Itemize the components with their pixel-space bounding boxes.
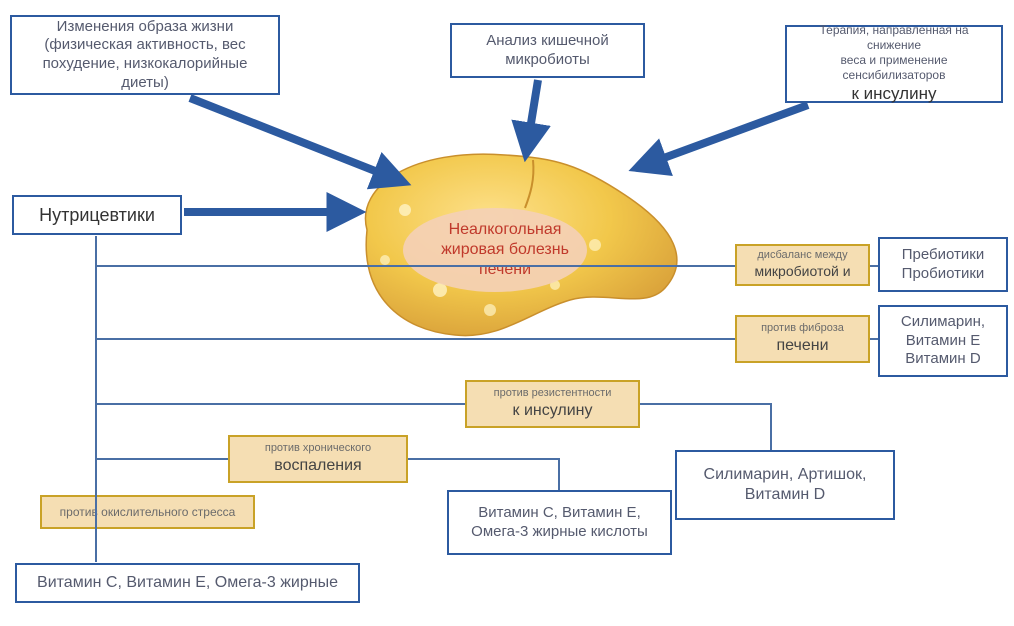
- box-silymarin-artichoke: Силимарин, Артишок, Витамин D: [675, 450, 895, 520]
- text: Витамин C, Витамин E,: [478, 504, 640, 523]
- box-silymarin-ed: Силимарин, Витамин E Витамин D: [878, 305, 1008, 377]
- conn-fib: [870, 338, 878, 340]
- tree-b4b-h: [408, 458, 558, 460]
- small: против окислительного стресса: [60, 505, 236, 520]
- small: против хронического: [265, 442, 371, 456]
- small: против резистентности: [494, 387, 612, 401]
- tree-b4b-v: [558, 458, 560, 490]
- tree-b3: [95, 403, 465, 405]
- tree-b2: [95, 338, 735, 340]
- tree-b3b-v: [770, 403, 772, 450]
- text: Нутрицевтики: [39, 204, 155, 227]
- box-vitc-omega: Витамин C, Витамин E, Омега-3 жирные кис…: [447, 490, 672, 555]
- text: Терапия, направленная на снижение: [795, 23, 993, 53]
- ybox-dysbalance: дисбаланс между микробиотой и: [735, 244, 870, 286]
- box-prebiotics: Пребиотики Пробиотики: [878, 237, 1008, 292]
- liver-illustration: Неалкогольная жировая болезнь печени: [345, 140, 695, 350]
- liver-label-l2: жировая болезнь: [441, 241, 569, 258]
- big: микробиотой и: [754, 263, 850, 281]
- box-vitc-bottom: Витамин C, Витамин E, Омега-3 жирные: [15, 563, 360, 603]
- ybox-inflammation: против хронического воспаления: [228, 435, 408, 483]
- text: Витамин E: [906, 332, 981, 351]
- big: к инсулину: [513, 401, 593, 421]
- box-therapy: Терапия, направленная на снижение веса и…: [785, 25, 1003, 103]
- conn-dys: [870, 265, 878, 267]
- liver-label-l3: печени: [479, 261, 531, 278]
- box-nutraceuticals: Нутрицевтики: [12, 195, 182, 235]
- text: Витамин D: [745, 485, 825, 505]
- text: микробиоты: [505, 51, 590, 70]
- text: Силимарин,: [901, 313, 985, 332]
- big: печени: [776, 336, 828, 356]
- tree-b3b-h: [640, 403, 770, 405]
- text: веса и применение сенсибилизаторов: [795, 53, 993, 83]
- text: Пребиотики: [902, 246, 984, 265]
- text: Анализ кишечной: [486, 32, 608, 51]
- text: Омега-3 жирные кислоты: [471, 523, 648, 542]
- text: Пробиотики: [902, 265, 985, 284]
- text: Изменения образа жизни: [57, 18, 234, 37]
- tree-b4: [95, 458, 228, 460]
- box-lifestyle: Изменения образа жизни (физическая актив…: [10, 15, 280, 95]
- tree-b1: [95, 265, 735, 267]
- small: против фиброза: [761, 322, 844, 336]
- text: Витамин C, Витамин E, Омега-3 жирные: [37, 573, 338, 593]
- text: (физическая активность, вес: [44, 36, 245, 55]
- liver-label: Неалкогольная жировая болезнь печени: [415, 220, 595, 280]
- ybox-oxidative: против окислительного стресса: [40, 495, 255, 529]
- text: к инсулину: [852, 83, 937, 104]
- text: Силимарин, Артишок,: [704, 465, 867, 485]
- tree-trunk: [95, 236, 97, 562]
- big: воспаления: [274, 456, 361, 476]
- ybox-insulin: против резистентности к инсулину: [465, 380, 640, 428]
- box-microbiota: Анализ кишечной микробиоты: [450, 23, 645, 78]
- text: Витамин D: [905, 350, 980, 369]
- liver-label-l1: Неалкогольная: [449, 221, 562, 238]
- small: дисбаланс между: [757, 249, 847, 263]
- text: похудение, низкокалорийные диеты): [20, 55, 270, 93]
- ybox-fibrosis: против фиброза печени: [735, 315, 870, 363]
